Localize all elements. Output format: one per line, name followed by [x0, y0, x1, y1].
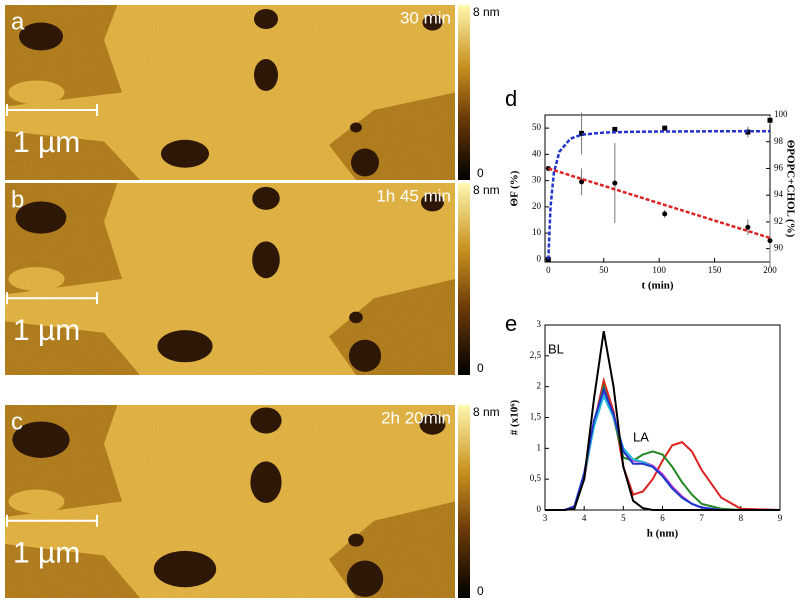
- point: [767, 117, 773, 123]
- y2-tick-label: 92: [774, 216, 783, 226]
- y2-tick-label: 90: [774, 243, 784, 253]
- y-axis-label: ΘF (%): [509, 170, 521, 206]
- y-axis-label: # (x10⁶): [509, 399, 521, 435]
- y-tick-label: 0,5: [530, 473, 542, 483]
- y-tick-label: 10: [532, 227, 542, 237]
- y2-tick-label: 100: [774, 109, 788, 119]
- y2-axis-label: ΘPOPC+CHOL (%): [784, 140, 796, 238]
- x-axis-label: t (min): [641, 280, 673, 292]
- scale-bar-label: 1 µm: [13, 314, 80, 347]
- y-tick-label: 1: [537, 442, 542, 452]
- panel-label: c: [11, 408, 23, 435]
- x-tick-label: 50: [599, 265, 609, 275]
- x-tick-label: 5: [621, 513, 626, 523]
- plot-frame: [544, 324, 781, 511]
- afm-panel: c 2h 20min 1 µm: [5, 405, 455, 598]
- annotation: LA: [633, 429, 649, 444]
- afm-noise: [5, 5, 455, 180]
- series-line: [547, 167, 771, 240]
- plot-frame: [544, 114, 771, 263]
- x-tick-label: 8: [739, 513, 744, 523]
- y-tick-label: 50: [532, 122, 542, 132]
- y-tick-label: 2,5: [530, 350, 542, 360]
- scale-bar-label: 1 µm: [13, 537, 80, 570]
- x-tick-label: 150: [708, 265, 722, 275]
- colorbar: [458, 5, 470, 180]
- x-tick-label: 7: [699, 513, 704, 523]
- colorbar-min: 0: [477, 361, 484, 375]
- panel-label: a: [11, 8, 25, 35]
- colorbar-max: 8 nm: [473, 405, 500, 419]
- panel-label: e: [505, 311, 517, 336]
- x-tick-label: 9: [778, 513, 783, 523]
- y-tick-label: 3: [537, 319, 542, 329]
- point: [662, 211, 668, 217]
- scale-bar-label: 1 µm: [13, 126, 80, 159]
- time-label: 2h 20min: [381, 408, 451, 427]
- afm-panel: b 1h 45 min 1 µm: [5, 183, 455, 375]
- x-tick-label: 100: [652, 265, 666, 275]
- y2-tick-label: 98: [774, 136, 784, 146]
- colorbar-max: 8 nm: [473, 5, 500, 19]
- afm-panel: a 30 min 1 µm: [5, 5, 455, 180]
- x-axis-label: h (nm): [647, 528, 679, 540]
- time-label: 1h 45 min: [376, 186, 451, 205]
- colorbar-min: 0: [477, 166, 484, 180]
- y-tick-label: 2: [537, 381, 542, 391]
- y-tick-label: 40: [532, 148, 542, 158]
- y2-tick-label: 96: [774, 163, 784, 173]
- y-tick-label: 30: [532, 175, 542, 185]
- point: [579, 130, 585, 136]
- x-tick-label: 3: [543, 513, 548, 523]
- panel-label: d: [505, 86, 517, 111]
- colorbar: [458, 405, 470, 598]
- x-tick-label: 200: [763, 265, 777, 275]
- time-label: 30 min: [400, 8, 451, 27]
- series-line: [545, 330, 780, 511]
- point: [662, 125, 668, 131]
- point: [767, 238, 773, 244]
- y2-tick-label: 94: [774, 189, 784, 199]
- x-tick-label: 4: [582, 513, 587, 523]
- point: [745, 224, 751, 230]
- colorbar-max: 8 nm: [473, 183, 500, 197]
- panel-label: b: [11, 186, 24, 213]
- x-tick-label: 0: [546, 265, 551, 275]
- colorbar: [458, 183, 470, 375]
- y-tick-label: 0: [537, 504, 542, 514]
- afm-noise: [5, 183, 455, 375]
- point: [612, 180, 618, 186]
- y-tick-label: 1,5: [530, 412, 542, 422]
- afm-noise: [5, 405, 455, 598]
- annotation: BL: [548, 341, 564, 356]
- point: [612, 126, 618, 132]
- x-tick-label: 6: [660, 513, 665, 523]
- y-tick-label: 0: [537, 253, 542, 263]
- series-line: [547, 130, 770, 260]
- y-tick-label: 20: [532, 201, 542, 211]
- colorbar-min: 0: [477, 584, 484, 598]
